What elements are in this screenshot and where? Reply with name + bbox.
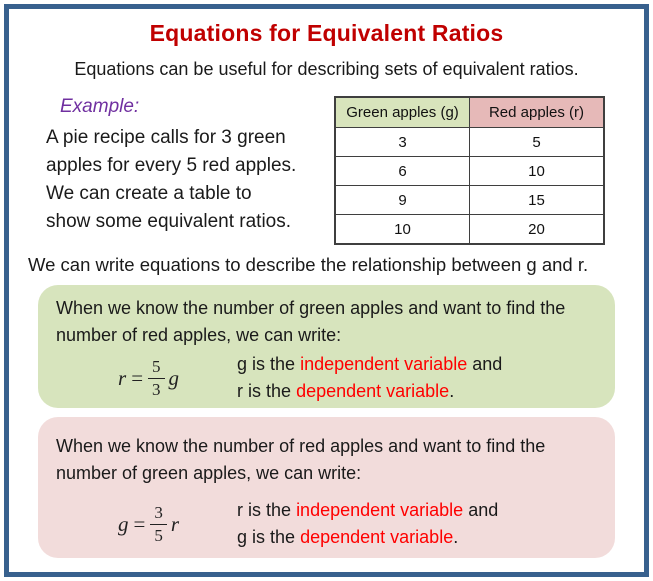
equals-sign: = bbox=[131, 365, 144, 390]
independent-variable-line: r is the independent variable and bbox=[237, 497, 498, 524]
line-prefix: g is the bbox=[237, 527, 301, 547]
relationship-sentence: We can write equations to describe the r… bbox=[28, 254, 589, 275]
example-line: A pie recipe calls for 3 green bbox=[46, 127, 286, 148]
equation-lhs: g bbox=[118, 511, 129, 536]
example-line: We can create a table to bbox=[46, 183, 252, 204]
green-variable-description: g is the independent variable and r is t… bbox=[237, 351, 502, 405]
red-apples-callout: When we know the number of red apples an… bbox=[38, 417, 615, 558]
table-row: 9 15 bbox=[334, 185, 605, 215]
dependent-variable-line: g is the dependent variable. bbox=[237, 524, 498, 551]
outer-border-frame: Equations for Equivalent Ratios Equation… bbox=[4, 4, 649, 577]
example-line: show some equivalent ratios. bbox=[46, 211, 292, 232]
fraction-denominator: 3 bbox=[152, 379, 161, 399]
subtitle: Equations can be useful for describing s… bbox=[74, 59, 579, 79]
equation-lhs: r bbox=[118, 365, 127, 390]
page-title: Equations for Equivalent Ratios bbox=[149, 20, 504, 46]
green-apples-header: Green apples (g) bbox=[334, 96, 470, 128]
red-apples-value: 5 bbox=[469, 127, 605, 157]
equivalent-ratios-table: Green apples (g) Red apples (r) 3 5 6 10… bbox=[334, 96, 605, 245]
dependent-variable-highlight: dependent variable bbox=[300, 527, 454, 547]
dependent-variable-line: r is the dependent variable. bbox=[237, 378, 502, 405]
fraction: 3 5 bbox=[150, 503, 167, 545]
equation-r-equals-five-thirds-g: r = 5 3 g bbox=[118, 357, 179, 399]
line-prefix: r is the bbox=[237, 500, 297, 520]
pink-variable-description: r is the independent variable and g is t… bbox=[237, 497, 498, 551]
fraction-denominator: 5 bbox=[154, 525, 163, 545]
green-equation-row: r = 5 3 g g is the independent variable … bbox=[56, 351, 597, 405]
equals-sign: = bbox=[133, 511, 146, 536]
table-row: 6 10 bbox=[334, 156, 605, 186]
table-row: 10 20 bbox=[334, 214, 605, 245]
line-suffix: and bbox=[463, 500, 499, 520]
green-apples-value: 10 bbox=[334, 214, 470, 245]
line-prefix: g is the bbox=[237, 354, 301, 374]
green-apples-value: 6 bbox=[334, 156, 470, 186]
green-apples-value: 3 bbox=[334, 127, 470, 157]
fraction-numerator: 3 bbox=[150, 503, 167, 525]
equation-rhs: r bbox=[170, 511, 180, 536]
red-apples-value: 15 bbox=[469, 185, 605, 215]
green-apples-value: 9 bbox=[334, 185, 470, 215]
fraction-numerator: 5 bbox=[148, 357, 165, 379]
table-row: 3 5 bbox=[334, 127, 605, 157]
independent-variable-highlight: independent variable bbox=[296, 500, 464, 520]
red-apples-value: 20 bbox=[469, 214, 605, 245]
independent-variable-line: g is the independent variable and bbox=[237, 351, 502, 378]
example-line: apples for every 5 red apples. bbox=[46, 155, 297, 176]
line-suffix: and bbox=[467, 354, 503, 374]
example-label: Example: bbox=[60, 96, 140, 117]
equation-g-equals-three-fifths-r: g = 3 5 r bbox=[118, 503, 179, 545]
pink-equation-row: g = 3 5 r r is the independent variable … bbox=[56, 497, 597, 551]
dependent-variable-highlight: dependent variable bbox=[296, 381, 450, 401]
line-prefix: r is the bbox=[237, 381, 297, 401]
green-callout-intro: When we know the number of green apples … bbox=[56, 298, 566, 345]
red-apples-value: 10 bbox=[469, 156, 605, 186]
pink-callout-intro: When we know the number of red apples an… bbox=[56, 436, 546, 483]
example-paragraph: A pie recipe calls for 3 green apples fo… bbox=[46, 124, 334, 236]
equation-rhs: g bbox=[168, 365, 180, 390]
fraction: 5 3 bbox=[148, 357, 165, 399]
red-apples-header: Red apples (r) bbox=[469, 96, 605, 128]
table-header-row: Green apples (g) Red apples (r) bbox=[334, 96, 605, 128]
line-suffix: . bbox=[449, 381, 455, 401]
independent-variable-highlight: independent variable bbox=[300, 354, 468, 374]
green-apples-callout: When we know the number of green apples … bbox=[38, 285, 615, 408]
line-suffix: . bbox=[453, 527, 459, 547]
